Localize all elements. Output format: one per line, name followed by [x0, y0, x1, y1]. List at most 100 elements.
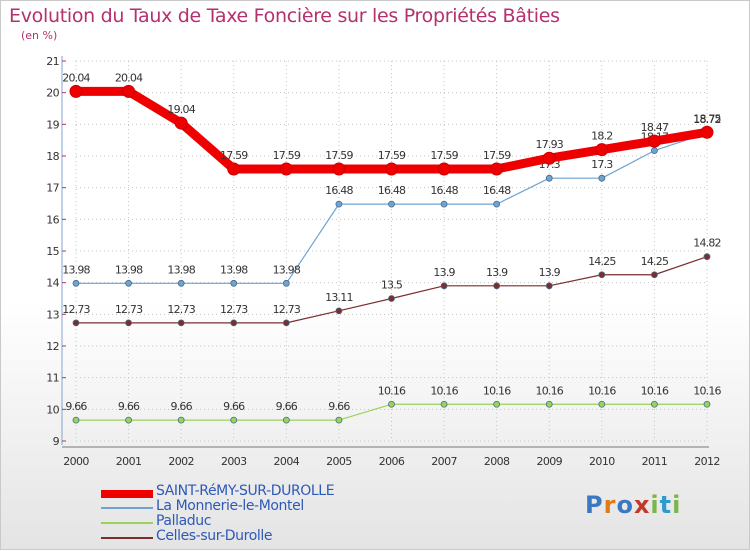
data-label-celles: 12.73 — [62, 303, 90, 316]
data-point-celles — [230, 319, 238, 327]
data-point-la-monnerie — [72, 279, 80, 287]
y-tick-label: 18 — [46, 150, 59, 163]
data-label-saint-remy: 20.04 — [62, 71, 90, 84]
data-label-saint-remy: 17.59 — [273, 149, 301, 162]
data-point-saint-remy — [174, 116, 188, 130]
data-point-saint-remy — [69, 84, 83, 98]
data-label-saint-remy: 17.59 — [220, 149, 248, 162]
data-label-celles: 13.9 — [539, 266, 561, 279]
data-label-celles: 13.9 — [433, 266, 455, 279]
data-label-palladuc: 10.16 — [378, 384, 406, 397]
data-point-palladuc — [282, 416, 290, 424]
data-point-la-monnerie — [493, 200, 501, 208]
legend-label: SAINT-RéMY-SUR-DUROLLE — [156, 483, 335, 499]
data-point-celles — [125, 319, 132, 327]
data-point-la-monnerie — [598, 174, 606, 182]
data-point-saint-remy — [700, 125, 714, 139]
x-tick-label: 2001 — [116, 455, 142, 468]
data-point-saint-remy — [437, 162, 451, 176]
x-tick-label: 2010 — [589, 455, 615, 468]
x-tick-label: 2012 — [694, 455, 720, 468]
data-label-la-monnerie: 13.98 — [273, 263, 301, 276]
data-label-la-monnerie: 16.48 — [325, 184, 353, 197]
data-label-saint-remy: 17.59 — [430, 149, 458, 162]
chart-title: Evolution du Taux de Taxe Foncière sur l… — [9, 5, 560, 27]
data-label-la-monnerie: 18.72 — [693, 113, 721, 126]
data-point-celles — [335, 307, 343, 315]
data-point-palladuc — [388, 400, 395, 408]
x-tick-label: 2003 — [221, 455, 247, 468]
x-tick-label: 2009 — [536, 455, 562, 468]
y-tick-label: 20 — [46, 87, 59, 100]
data-label-la-monnerie: 13.98 — [62, 263, 90, 276]
legend-label: Celles-sur-Durolle — [156, 528, 273, 544]
data-point-palladuc — [598, 400, 606, 408]
data-label-celles: 12.73 — [115, 303, 143, 316]
legend-swatch-celles — [101, 537, 153, 539]
data-point-saint-remy — [279, 162, 293, 176]
data-point-celles — [598, 271, 606, 279]
data-label-saint-remy: 18.75 — [693, 112, 721, 125]
data-label-la-monnerie: 17.3 — [591, 158, 613, 171]
x-tick-label: 2000 — [63, 455, 89, 468]
data-label-palladuc: 9.66 — [223, 400, 245, 413]
data-label-celles: 14.25 — [588, 255, 616, 268]
data-label-celles: 12.73 — [167, 303, 195, 316]
y-tick-label: 15 — [46, 245, 59, 258]
data-point-la-monnerie — [125, 279, 132, 287]
data-point-palladuc — [230, 416, 238, 424]
data-point-la-monnerie — [388, 200, 395, 208]
x-tick-label: 2004 — [274, 455, 300, 468]
data-label-saint-remy: 17.59 — [378, 149, 406, 162]
x-tick-label: 2006 — [379, 455, 405, 468]
data-label-celles: 12.73 — [220, 303, 248, 316]
data-label-palladuc: 10.16 — [430, 384, 458, 397]
logo-letter: o — [616, 491, 634, 519]
data-point-la-monnerie — [545, 174, 553, 182]
data-point-celles — [493, 282, 501, 290]
data-label-saint-remy: 20.04 — [115, 71, 143, 84]
x-tick-label: 2005 — [326, 455, 352, 468]
x-tick-label: 2007 — [431, 455, 457, 468]
data-label-saint-remy: 17.59 — [325, 149, 353, 162]
data-label-saint-remy: 18.2 — [591, 130, 612, 143]
y-tick-label: 17 — [46, 182, 59, 195]
data-point-la-monnerie — [177, 279, 185, 287]
data-point-celles — [177, 319, 185, 327]
data-point-celles — [388, 295, 395, 302]
data-label-palladuc: 10.16 — [641, 384, 669, 397]
legend-swatch-la-monnerie — [101, 507, 153, 509]
data-label-la-monnerie: 13.98 — [167, 263, 195, 276]
x-tick-label: 2002 — [168, 455, 194, 468]
data-point-saint-remy — [385, 162, 398, 176]
data-point-celles — [703, 253, 711, 261]
data-point-la-monnerie — [651, 147, 658, 155]
data-label-palladuc: 10.16 — [588, 384, 616, 397]
data-point-celles — [651, 271, 658, 279]
data-label-celles: 13.11 — [325, 291, 353, 304]
data-point-la-monnerie — [440, 200, 448, 208]
data-point-palladuc — [703, 400, 711, 408]
legend-label: Palladuc — [156, 513, 212, 529]
data-label-palladuc: 9.66 — [328, 400, 350, 413]
data-point-celles — [440, 282, 448, 290]
y-tick-label: 19 — [46, 118, 59, 131]
data-point-celles — [72, 319, 80, 327]
data-label-la-monnerie: 16.48 — [430, 184, 458, 197]
data-label-saint-remy: 17.93 — [536, 138, 564, 151]
data-point-saint-remy — [490, 162, 504, 176]
y-tick-label: 16 — [46, 213, 59, 226]
data-point-palladuc — [335, 416, 343, 424]
logo-letter: t — [659, 491, 673, 519]
data-point-celles — [282, 319, 290, 327]
legend-label: La Monnerie-le-Montel — [156, 498, 304, 514]
y-tick-label: 14 — [46, 277, 59, 290]
data-label-palladuc: 9.66 — [171, 400, 193, 413]
data-point-palladuc — [440, 400, 448, 408]
x-tick-label: 2008 — [484, 455, 510, 468]
data-point-saint-remy — [647, 134, 661, 148]
data-label-palladuc: 10.16 — [483, 384, 511, 397]
data-label-celles: 13.9 — [486, 266, 508, 279]
data-point-la-monnerie — [230, 279, 238, 287]
